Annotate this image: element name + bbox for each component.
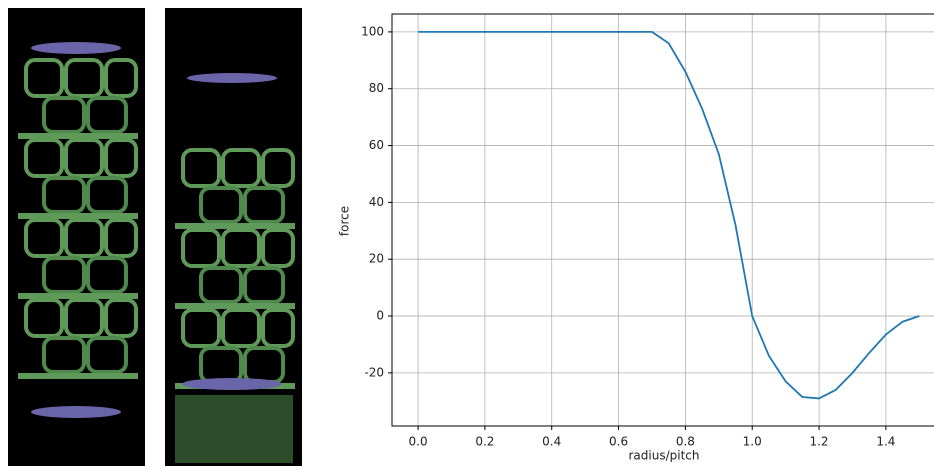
y-tick-label: 60 [369, 138, 384, 152]
y-tick-label: 0 [376, 309, 384, 323]
render-panel-right [165, 8, 302, 466]
plot-frame [392, 14, 934, 426]
x-tick-label: 1.2 [809, 435, 828, 449]
page: force radius/pitch -20 0 20 40 60 80 100 0.0 0.2… [0, 0, 934, 470]
x-tick-label: 0.8 [676, 435, 695, 449]
data-line [418, 32, 919, 399]
y-tick-label: 40 [369, 195, 384, 209]
x-axis-label: radius/pitch [629, 449, 700, 463]
x-tick-label: 1.4 [876, 435, 895, 449]
render-panel-left [8, 8, 145, 466]
y-tick-label: 20 [369, 252, 384, 266]
x-tick-label: 0.0 [409, 435, 428, 449]
y-tick-label: 80 [369, 81, 384, 95]
y-axis-label: force [338, 206, 352, 236]
x-tick-label: 0.4 [542, 435, 561, 449]
figure: force radius/pitch -20 0 20 40 60 80 100 0.0 0.2… [0, 0, 934, 466]
x-tick-label: 0.2 [475, 435, 494, 449]
x-tick-label: 0.6 [609, 435, 628, 449]
x-tick-label: 1.0 [743, 435, 762, 449]
y-tick-label: 100 [361, 24, 384, 38]
y-tick-label: -20 [364, 365, 384, 379]
